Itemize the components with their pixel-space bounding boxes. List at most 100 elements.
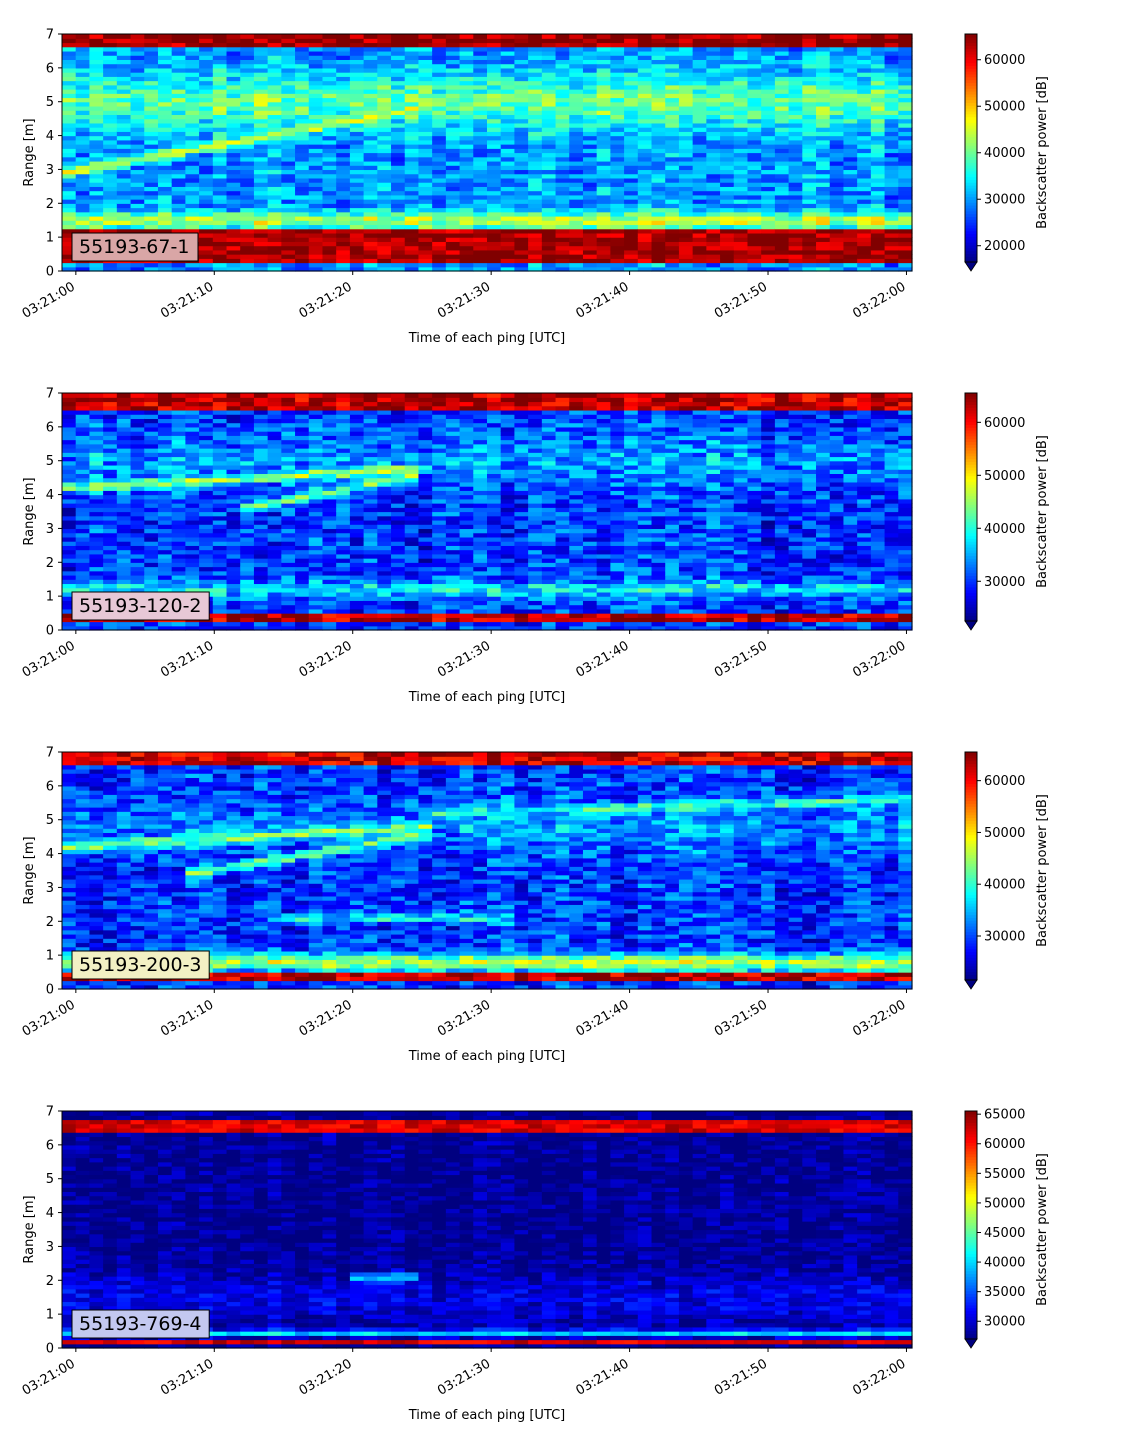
heatmap-cell: [884, 67, 899, 73]
heatmap-cell: [185, 84, 200, 90]
heatmap-cell: [89, 464, 104, 470]
heatmap-cell: [253, 549, 269, 555]
heatmap-cell: [212, 515, 228, 521]
heatmap-cell: [528, 215, 543, 221]
heatmap-cell: [89, 503, 104, 508]
heatmap-cell: [281, 55, 296, 60]
heatmap-cell: [336, 105, 351, 111]
heatmap-cell: [267, 579, 282, 585]
heatmap-cell: [240, 553, 255, 559]
heatmap-cell: [870, 101, 886, 107]
heatmap-cell: [555, 63, 570, 69]
heatmap-cell: [870, 55, 886, 60]
heatmap-cell: [295, 160, 310, 166]
heatmap-cell: [185, 220, 200, 226]
heatmap-cell: [144, 50, 159, 56]
heatmap-cell: [308, 405, 324, 411]
heatmap-cell: [774, 211, 790, 217]
colorbar-frame: [964, 33, 978, 263]
heatmap-cell: [349, 570, 365, 576]
heatmap-cell: [116, 211, 132, 217]
heatmap-cell: [555, 131, 570, 137]
heatmap-cell: [308, 418, 324, 424]
heatmap-cell: [171, 139, 186, 145]
heatmap-cell: [349, 224, 365, 230]
heatmap-cell: [500, 237, 516, 242]
heatmap-cell: [281, 393, 296, 398]
heatmap-cell: [432, 203, 447, 209]
heatmap-cell: [857, 42, 872, 48]
heatmap-cell: [171, 50, 186, 56]
heatmap-cell: [336, 34, 351, 39]
heatmap-cell: [171, 42, 186, 48]
heatmap-cell: [870, 93, 886, 99]
heatmap-cell: [733, 131, 749, 137]
heatmap-cell: [89, 397, 104, 403]
heatmap-cell: [377, 228, 392, 234]
heatmap-cell: [541, 258, 557, 264]
heatmap-cell: [514, 173, 529, 179]
heatmap-cell: [706, 131, 721, 137]
heatmap-cell: [62, 232, 77, 238]
heatmap-cell: [157, 122, 173, 128]
heatmap-cell: [199, 481, 214, 487]
heatmap-cell: [62, 139, 77, 145]
heatmap-cell: [103, 72, 118, 77]
heatmap-cell: [678, 67, 694, 73]
heatmap-cell: [870, 76, 886, 82]
heatmap-cell: [500, 114, 516, 120]
heatmap-cell: [391, 203, 406, 209]
heatmap-cell: [541, 114, 557, 120]
heatmap-cell: [569, 93, 584, 99]
heatmap-cell: [761, 190, 776, 196]
heatmap-cell: [541, 89, 557, 94]
heatmap-cell: [870, 245, 886, 251]
heatmap-cell: [541, 220, 557, 226]
heatmap-cell: [829, 211, 845, 217]
heatmap-cell: [363, 177, 378, 183]
heatmap-cell: [349, 524, 365, 530]
heatmap-cell: [62, 114, 77, 120]
heatmap-cell: [596, 67, 611, 73]
heatmap-cell: [130, 215, 145, 221]
heatmap-cell: [212, 418, 228, 424]
heatmap-cell: [171, 583, 186, 589]
heatmap-cell: [624, 173, 639, 179]
heatmap-cell: [761, 110, 776, 116]
heatmap-cell: [692, 160, 707, 166]
heatmap-cell: [363, 545, 378, 551]
heatmap-cell: [116, 203, 132, 209]
heatmap-cell: [843, 173, 858, 179]
heatmap-cell: [377, 220, 392, 226]
colorbar-swatch: [965, 125, 977, 129]
heatmap-cell: [103, 173, 118, 179]
heatmap-cell: [377, 393, 392, 398]
heatmap-cell: [610, 80, 625, 86]
heatmap-cell: [624, 46, 639, 52]
heatmap-cell: [678, 38, 694, 44]
heatmap-cell: [391, 435, 406, 441]
heatmap-cell: [445, 97, 461, 103]
heatmap-cell: [267, 97, 282, 103]
heatmap-cell: [336, 414, 351, 419]
heatmap-cell: [473, 139, 488, 145]
heatmap-cell: [404, 135, 420, 141]
heatmap-cell: [418, 237, 433, 242]
heatmap-cell: [212, 431, 228, 436]
heatmap-cell: [322, 118, 337, 124]
colorbar-swatch: [965, 62, 977, 66]
heatmap-cell: [281, 220, 296, 226]
heatmap-cell: [651, 241, 666, 247]
heatmap-cell: [391, 237, 406, 242]
heatmap-cell: [171, 38, 186, 44]
heatmap-cell: [555, 59, 570, 65]
heatmap-cell: [582, 262, 598, 268]
heatmap-cell: [89, 105, 104, 111]
heatmap-cell: [391, 473, 406, 479]
heatmap-cell: [185, 448, 200, 453]
heatmap-cell: [89, 553, 104, 559]
heatmap-cell: [582, 266, 598, 272]
heatmap-cell: [336, 55, 351, 60]
heatmap-cell: [802, 199, 817, 204]
heatmap-cell: [144, 97, 159, 103]
